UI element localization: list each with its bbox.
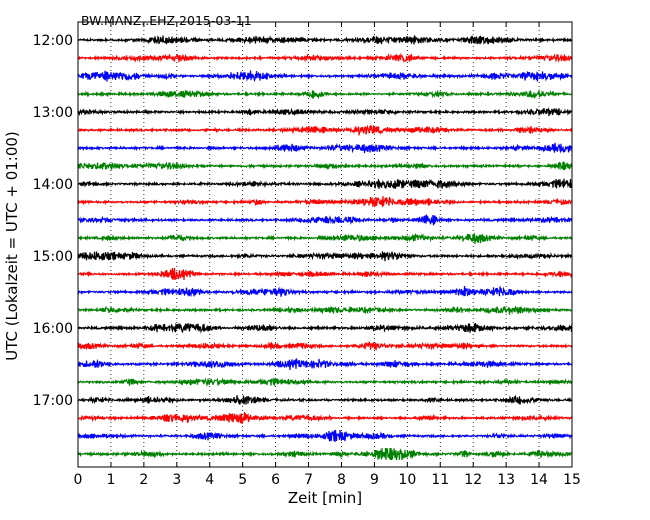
- x-tick-label: 11: [431, 472, 449, 488]
- x-tick-label: 1: [106, 472, 115, 488]
- x-tick-label: 5: [238, 472, 247, 488]
- trace-line: [77, 429, 573, 443]
- trace-line: [77, 161, 573, 171]
- chart-title: BW.MANZ..EHZ 2015-03-11: [81, 13, 252, 28]
- trace-line: [77, 267, 573, 281]
- y-tick-label: 15:00: [33, 249, 73, 265]
- trace-line: [77, 35, 573, 45]
- seismic-traces: [77, 35, 573, 461]
- trace-line: [77, 340, 573, 351]
- x-tick-label: 14: [530, 472, 548, 488]
- x-tick-label: 15: [563, 472, 581, 488]
- x-tick-label: 2: [139, 472, 148, 488]
- x-axis-ticks: 0 1 2 3 4 5 6 7 8 9 10 11 12 13 14 15: [74, 22, 581, 488]
- trace-line: [77, 124, 573, 136]
- plot-frame: [77, 21, 573, 468]
- trace-line: [77, 377, 573, 387]
- x-tick-label: 8: [337, 472, 346, 488]
- y-tick-label: 14:00: [33, 177, 73, 193]
- trace-line: [77, 250, 573, 262]
- x-axis-label: Zeit [min]: [288, 489, 362, 507]
- trace-line: [77, 88, 573, 100]
- y-tick-label: 17:00: [33, 393, 73, 409]
- x-tick-label: 3: [172, 472, 181, 488]
- trace-line: [77, 195, 573, 207]
- x-tick-label: 10: [398, 472, 416, 488]
- trace-line: [77, 106, 573, 117]
- y-axis-label: UTC (Lokalzeit = UTC + 01:00): [3, 131, 21, 361]
- trace-line: [77, 394, 573, 406]
- trace-line: [77, 447, 573, 461]
- trace-line: [77, 214, 573, 226]
- trace-line: [77, 233, 573, 245]
- trace-line: [77, 70, 573, 83]
- x-tick-label: 0: [74, 472, 83, 488]
- x-tick-label: 6: [271, 472, 280, 488]
- trace-line: [77, 412, 573, 425]
- y-tick-label: 16:00: [33, 321, 73, 337]
- y-tick-label: 13:00: [33, 105, 73, 121]
- trace-line: [77, 305, 573, 315]
- trace-line: [77, 52, 573, 63]
- trace-line: [77, 322, 573, 334]
- trace-line: [77, 285, 573, 298]
- trace-line: [77, 178, 573, 190]
- x-tick-label: 13: [497, 472, 515, 488]
- x-tick-label: 4: [205, 472, 214, 488]
- x-tick-label: 9: [370, 472, 379, 488]
- trace-line: [77, 142, 573, 154]
- y-axis-ticks: 12:00 13:00 14:00 15:00 16:00 17:00: [33, 33, 572, 409]
- y-tick-label: 12:00: [33, 33, 73, 49]
- x-tick-label: 7: [304, 472, 313, 488]
- trace-line: [77, 358, 573, 371]
- x-tick-label: 12: [464, 472, 482, 488]
